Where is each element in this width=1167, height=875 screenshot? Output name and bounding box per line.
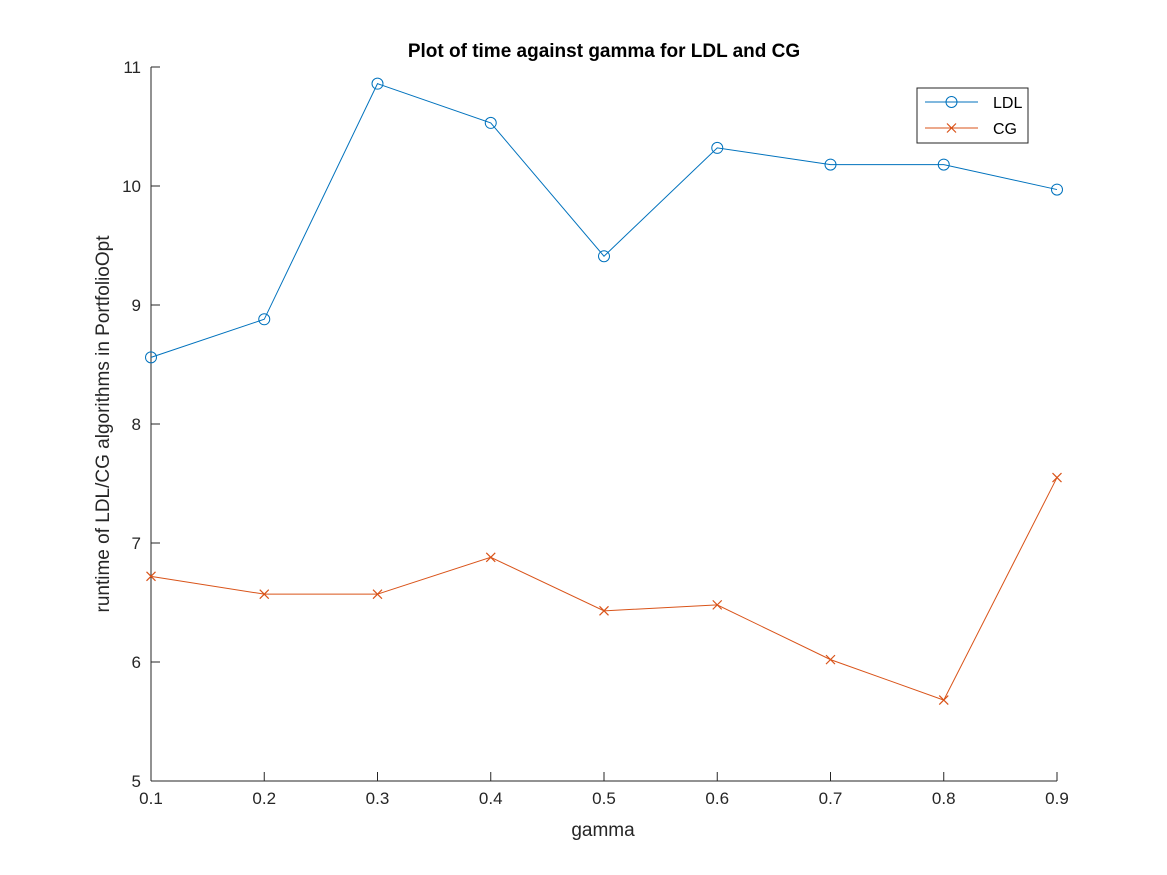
y-tick-label: 6 (132, 653, 141, 672)
data-point-ldl (711, 141, 724, 154)
data-point-cg (1052, 472, 1062, 483)
data-point-ldl (937, 158, 950, 171)
legend: LDL CG (916, 87, 1029, 144)
data-point-cg (825, 654, 836, 665)
axes: 0.1 0.2 0.3 0.4 0.5 0.6 0.7 0.8 0.9 5 6 7 8 9 10 11 (122, 58, 1069, 808)
series-group (145, 77, 1063, 706)
data-point-cg (372, 589, 383, 600)
data-point-ldl (598, 250, 610, 263)
data-point-ldl (258, 313, 271, 326)
y-tick-label: 11 (123, 58, 141, 77)
x-tick-label: 0.7 (819, 789, 843, 808)
x-tick-label: 0.2 (252, 789, 276, 808)
data-point-ldl (1051, 183, 1063, 196)
data-point-ldl (824, 158, 837, 171)
x-tick-label: 0.9 (1045, 789, 1069, 808)
data-point-cg (146, 571, 156, 582)
y-tick-label: 10 (122, 177, 141, 196)
data-point-ldl (145, 351, 157, 364)
legend-label: CG (993, 121, 1017, 138)
legend-marker (945, 96, 958, 108)
data-point-cg (599, 605, 609, 616)
x-tick-label: 0.1 (139, 789, 163, 808)
data-point-cg (712, 599, 723, 610)
data-point-cg (259, 589, 270, 600)
series-line-ldl (150, 83, 1058, 358)
legend-marker (946, 123, 957, 133)
series-cg (146, 472, 1062, 706)
series-ldl (145, 77, 1063, 364)
legend-item-ldl: LDL (925, 95, 1022, 112)
chart-title: Plot of time against gamma for LDL and C… (408, 41, 800, 62)
y-tick-label: 5 (132, 772, 141, 791)
x-tick-label: 0.3 (366, 789, 390, 808)
x-tick-label: 0.5 (592, 789, 616, 808)
data-point-ldl (484, 116, 497, 129)
data-point-ldl (371, 77, 384, 90)
y-tick-label: 8 (132, 415, 141, 434)
x-axis-label: gamma (571, 820, 635, 841)
legend-box (916, 87, 1029, 144)
y-tick-label: 9 (132, 296, 141, 315)
x-tick-label: 0.4 (479, 789, 503, 808)
legend-item-cg: CG (925, 121, 1017, 138)
x-tick-label: 0.6 (705, 789, 729, 808)
x-tick-label: 0.8 (932, 789, 956, 808)
data-point-cg (485, 552, 496, 563)
y-tick-label: 7 (132, 534, 141, 553)
legend-label: LDL (993, 95, 1022, 112)
y-axis-label: runtime of LDL/CG algorithms in Portfoli… (93, 235, 114, 613)
data-point-cg (938, 695, 949, 706)
